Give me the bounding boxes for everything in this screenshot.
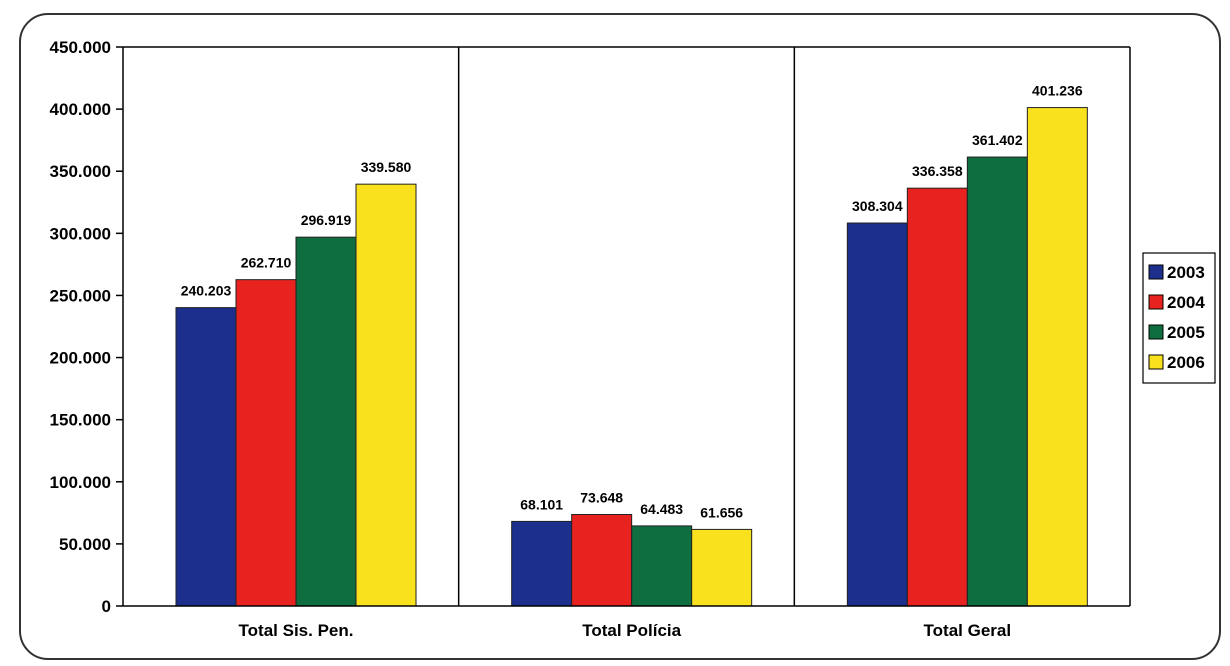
y-axis: 0 50.000 100.000 150.000 200.000 250.000 300.0… (50, 38, 124, 616)
legend-label: 2005 (1167, 323, 1205, 342)
value-label: 401.236 (1032, 83, 1083, 99)
bar-2003-3 (846, 222, 908, 607)
value-label: 240.203 (181, 283, 232, 299)
y-tick-label: 200.000 (50, 349, 111, 368)
value-label: 64.483 (640, 501, 683, 517)
value-label: 361.402 (972, 132, 1023, 148)
bar-2004-1 (235, 279, 297, 607)
x-category-label: Total Geral (924, 621, 1012, 640)
x-category-label: Total Polícia (582, 621, 681, 640)
legend-label: 2004 (1167, 293, 1205, 312)
y-tick-label: 450.000 (50, 38, 111, 57)
value-label: 73.648 (580, 490, 623, 506)
bar-2006-1 (355, 183, 417, 607)
bar-2005-1 (295, 236, 357, 607)
legend-swatch-2004 (1148, 294, 1164, 310)
bar-2005-2 (631, 525, 693, 607)
y-tick-label: 250.000 (50, 286, 111, 305)
legend-label: 2003 (1167, 263, 1205, 282)
y-tick-label: 0 (102, 597, 111, 616)
bar-2003-2 (511, 520, 573, 607)
value-label: 308.304 (852, 198, 903, 214)
legend: 2003 2004 2005 2006 (1142, 252, 1216, 384)
legend-label: 2006 (1167, 353, 1205, 372)
bar-2006-2 (691, 528, 753, 607)
value-label: 262.710 (241, 255, 292, 271)
value-label: 336.358 (912, 163, 963, 179)
bar-2004-3 (906, 187, 968, 607)
bar-2003-1 (175, 307, 237, 607)
y-tick-label: 300.000 (50, 224, 111, 243)
legend-swatch-2006 (1148, 354, 1164, 370)
value-label: 296.919 (301, 212, 352, 228)
bar-2004-2 (571, 514, 633, 607)
value-label: 68.101 (520, 496, 563, 512)
y-tick-label: 400.000 (50, 100, 111, 119)
y-tick-label: 50.000 (59, 535, 111, 554)
value-label: 61.656 (700, 504, 743, 520)
y-tick-label: 350.000 (50, 162, 111, 181)
bar-2006-3 (1026, 107, 1088, 607)
legend-swatch-2005 (1148, 324, 1164, 340)
x-category-label: Total Sis. Pen. (239, 621, 354, 640)
plot-area: 240.203 262.710 296.919 339.580 68.101 73.648… (123, 46, 1131, 607)
y-tick-label: 100.000 (50, 473, 111, 492)
legend-swatch-2003 (1148, 264, 1164, 280)
x-axis: Total Sis. Pen. Total Polícia Total Geral (123, 605, 1130, 640)
bar-2005-3 (966, 156, 1028, 607)
value-label: 339.580 (361, 159, 412, 175)
y-tick-label: 150.000 (50, 411, 111, 430)
